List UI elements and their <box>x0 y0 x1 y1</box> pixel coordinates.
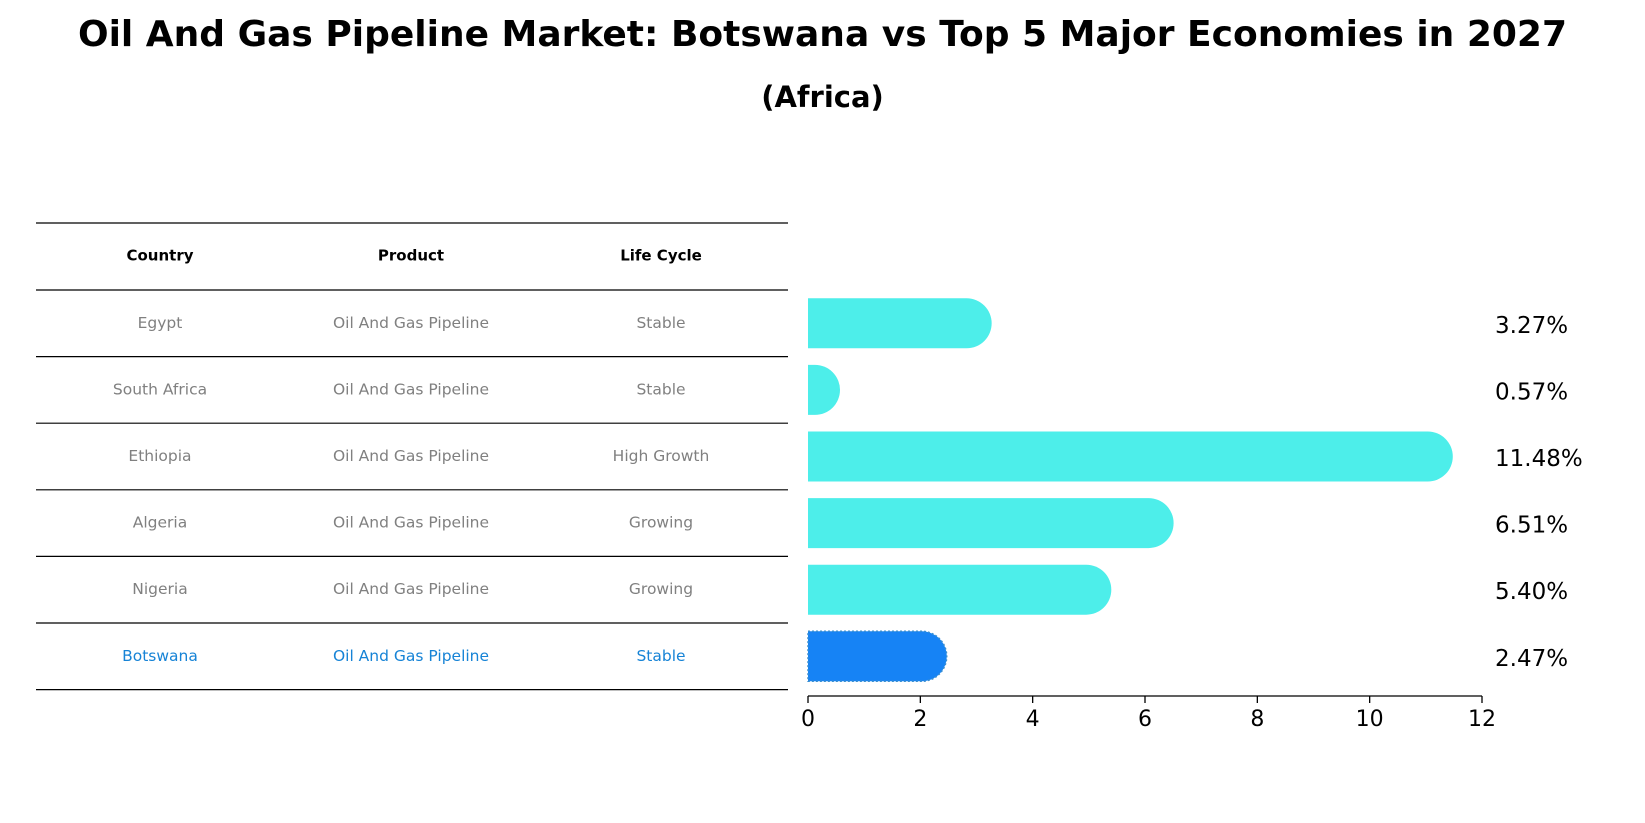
table-cell-life-cycle: Growing <box>629 514 693 532</box>
data-label: 0.57% <box>1495 379 1568 405</box>
bar-series: 3.27% 0.57% 11.48% 6.51% 5.40% 2.47% <box>807 298 1583 683</box>
x-tick-label: 2 <box>913 707 927 732</box>
table-cell-life-cycle: Growing <box>629 580 693 598</box>
chart-title: Oil And Gas Pipeline Market: Botswana vs… <box>77 14 1568 55</box>
table-cell-life-cycle: Stable <box>636 647 685 665</box>
table-cell-country: Ethiopia <box>128 447 191 465</box>
bar-botswana <box>807 630 948 683</box>
x-tick-label: 4 <box>1026 707 1040 732</box>
bar-south-africa <box>808 364 840 415</box>
x-tick-label: 8 <box>1250 707 1264 732</box>
table-cell-life-cycle: Stable <box>636 380 685 398</box>
table-cell-life-cycle: High Growth <box>613 447 710 465</box>
table-cell-product: Oil And Gas Pipeline <box>333 380 489 398</box>
x-tick-label: 6 <box>1138 707 1152 732</box>
x-tick-label: 12 <box>1468 707 1496 732</box>
x-tick-label: 10 <box>1356 707 1384 732</box>
header-product: Product <box>378 247 444 265</box>
table-cell-country: Nigeria <box>132 580 187 598</box>
table-cell-country: Egypt <box>138 314 183 332</box>
table-cell-country: South Africa <box>113 380 207 398</box>
header-life-cycle: Life Cycle <box>620 247 702 265</box>
table-cell-product: Oil And Gas Pipeline <box>333 647 489 665</box>
data-label: 2.47% <box>1495 646 1568 672</box>
bar-egypt <box>808 298 992 349</box>
data-table: Country Product Life Cycle Egypt Oil And … <box>36 222 788 691</box>
table-cell-product: Oil And Gas Pipeline <box>333 514 489 532</box>
x-tick-label: 0 <box>801 707 815 732</box>
chart-subtitle: (Africa) <box>761 80 884 114</box>
data-label: 5.40% <box>1495 579 1568 605</box>
bar-nigeria <box>808 564 1112 615</box>
data-label: 6.51% <box>1495 513 1568 539</box>
header-country: Country <box>126 247 193 265</box>
table-cell-product: Oil And Gas Pipeline <box>333 447 489 465</box>
x-axis: 0 2 4 6 8 10 12 <box>801 695 1496 732</box>
table-cell-product: Oil And Gas Pipeline <box>333 314 489 332</box>
table-cell-life-cycle: Stable <box>636 314 685 332</box>
bar-ethiopia <box>808 431 1453 482</box>
data-label: 3.27% <box>1495 313 1568 339</box>
table-cell-country: Botswana <box>122 647 198 665</box>
table-cell-country: Algeria <box>133 514 187 532</box>
data-label: 11.48% <box>1495 446 1583 472</box>
table-cell-product: Oil And Gas Pipeline <box>333 580 489 598</box>
bar-algeria <box>808 498 1174 549</box>
